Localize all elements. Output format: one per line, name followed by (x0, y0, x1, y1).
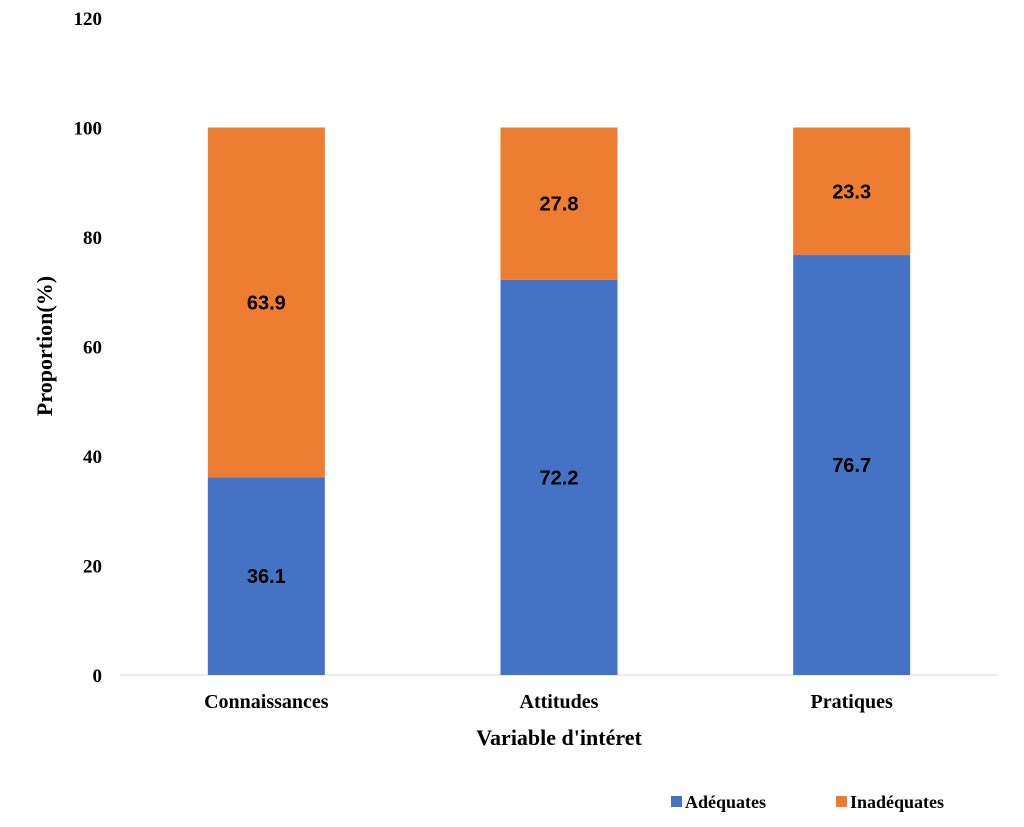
y-tick-label: 0 (93, 666, 103, 687)
bars: 36.1 63.9 72.2 27.8 76.7 23.3 (207, 127, 911, 675)
legend-label: Adéquates (685, 792, 766, 812)
y-tick-label: 20 (83, 557, 102, 578)
bar-adequates-2 (793, 255, 911, 675)
data-label: 36.1 (247, 566, 286, 588)
y-tick-label: 120 (74, 9, 103, 30)
data-label: 23.3 (832, 181, 871, 203)
y-tick-label: 40 (83, 447, 102, 468)
data-label: 27.8 (540, 194, 579, 216)
bar-adequates-1 (500, 279, 618, 675)
y-tick-label: 60 (83, 338, 102, 359)
y-axis-ticks: 0 20 40 60 80 100 120 (74, 9, 103, 687)
data-label: 72.2 (540, 467, 579, 489)
x-category-label: Attitudes (520, 691, 599, 713)
bar-inadequates-1 (500, 127, 618, 280)
x-category-label: Connaissances (204, 691, 329, 713)
legend-swatch-inadequates (836, 796, 847, 807)
bar-inadequates-0 (207, 127, 325, 478)
legend-swatch-adequates (671, 796, 682, 807)
data-label: 63.9 (247, 292, 286, 314)
y-tick-label: 100 (74, 119, 103, 140)
bar-inadequates-2 (793, 127, 911, 256)
data-label: 76.7 (832, 455, 871, 477)
x-category-label: Pratiques (811, 691, 893, 713)
bar-adequates-0 (207, 477, 325, 675)
x-axis-title: Variable d'intéret (476, 725, 642, 750)
y-axis-title: Proportion(%) (32, 276, 57, 416)
legend: Adéquates Inadéquates (671, 792, 944, 812)
x-axis-categories: Connaissances Attitudes Pratiques (204, 691, 893, 713)
legend-label: Inadéquates (850, 792, 944, 812)
y-tick-label: 80 (83, 228, 102, 249)
